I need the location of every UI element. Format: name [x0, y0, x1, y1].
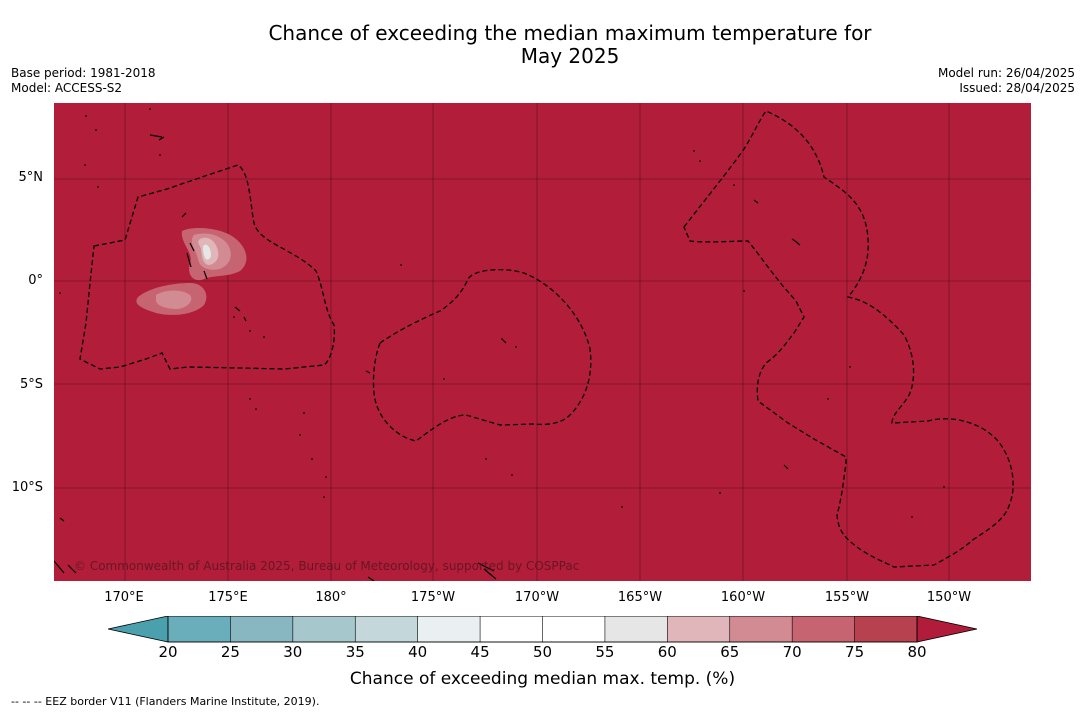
colorbar-tick-30: 30: [283, 643, 303, 661]
title-line-1: Chance of exceeding the median maximum t…: [268, 21, 872, 45]
colorbar-bin-70-75: [791, 615, 856, 643]
lat-label-5s: 5°S: [19, 377, 43, 392]
anomaly-contours: [136, 227, 247, 315]
lat-label-5n: 5°N: [18, 170, 44, 185]
colorbar-tick-70: 70: [782, 643, 802, 661]
colorbar-tick-40: 40: [408, 643, 428, 661]
meta-left: Base period: 1981-2018 Model: ACCESS-S2: [11, 66, 156, 96]
colorbar-tick-55: 55: [595, 643, 615, 661]
colorbar-svg: [107, 615, 978, 643]
colorbar-over-arrow: [916, 615, 978, 643]
lon-label-175e: 175°E: [208, 590, 248, 605]
chart-title: Chance of exceeding the median maximum t…: [0, 22, 1085, 68]
meta-right: Model run: 26/04/2025 Issued: 28/04/2025: [938, 66, 1075, 96]
lat-label-10s: 10°S: [11, 480, 43, 495]
colorbar-tick-20: 20: [158, 643, 178, 661]
colorbar-label: Chance of exceeding median max. temp. (%…: [349, 669, 736, 689]
colorbar-under-arrow: [107, 615, 169, 643]
colorbar-bin-55-60: [604, 615, 669, 643]
base-period-text: Base period: 1981-2018: [11, 66, 156, 80]
colorbar-bin-40-45: [417, 615, 481, 643]
lon-label-155w: 155°W: [824, 590, 870, 605]
colorbar-bin-60-65: [667, 615, 731, 643]
lon-label-150w: 150°W: [926, 590, 972, 605]
forecast-map: © Commonwealth of Australia 2025, Bureau…: [54, 103, 1031, 581]
colorbar-tick-60: 60: [657, 643, 677, 661]
lon-label-170w: 170°W: [514, 590, 560, 605]
lon-label-175w: 175°W: [410, 590, 456, 605]
colorbar-bin-75-80: [854, 615, 918, 643]
lat-label-0: 0°: [28, 273, 43, 288]
eez-footnote: -- -- -- EEZ border V11 (Flanders Marine…: [11, 695, 320, 708]
colorbar-bin-30-35: [292, 615, 357, 643]
colorbar-bin-20-25: [167, 615, 232, 643]
copyright-text: © Commonwealth of Australia 2025, Bureau…: [74, 559, 580, 573]
colorbar-tick-50: 50: [532, 643, 553, 661]
colorbar-bin-65-70: [729, 615, 793, 643]
map-background: [54, 103, 1031, 581]
model-text: Model: ACCESS-S2: [11, 81, 123, 95]
issued-text: Issued: 28/04/2025: [959, 81, 1075, 95]
map-canvas: [54, 103, 1031, 581]
lon-label-180: 180°: [315, 590, 347, 605]
colorbar-tick-25: 25: [220, 643, 240, 661]
island-outlines: [54, 134, 801, 581]
colorbar-bin-35-40: [354, 615, 419, 643]
colorbar-tick-65: 65: [720, 643, 740, 661]
colorbar-tick-75: 75: [845, 643, 865, 661]
island-dots: [59, 108, 945, 518]
lon-label-165w: 165°W: [617, 590, 663, 605]
eez-borders: [79, 110, 1014, 568]
title-line-2: May 2025: [520, 44, 620, 68]
colorbar-bin-45-50: [479, 615, 544, 643]
colorbar-tick-35: 35: [345, 643, 365, 661]
gridlines: [54, 103, 1031, 581]
lon-label-160w: 160°W: [720, 590, 766, 605]
model-run-text: Model run: 26/04/2025: [937, 66, 1075, 80]
colorbar: [107, 615, 978, 648]
colorbar-bin-25-30: [230, 615, 294, 643]
colorbar-frame: [167, 615, 918, 643]
colorbar-bin-50-55: [542, 615, 606, 643]
colorbar-tick-45: 45: [470, 643, 490, 661]
lon-label-170e: 170°E: [104, 590, 144, 605]
colorbar-tick-80: 80: [907, 643, 927, 661]
